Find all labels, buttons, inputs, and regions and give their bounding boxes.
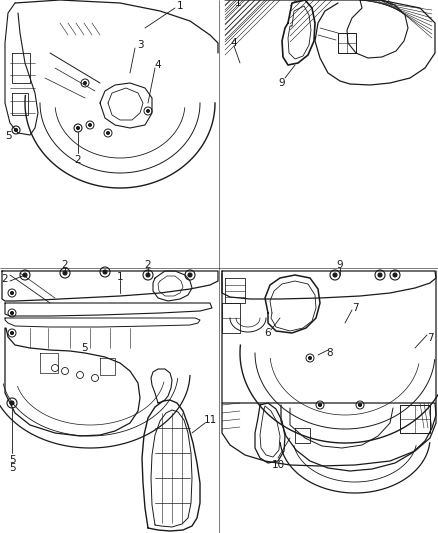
Text: 1: 1 (235, 0, 241, 8)
Text: 9: 9 (337, 260, 343, 270)
Circle shape (103, 270, 107, 274)
Text: 10: 10 (272, 460, 285, 470)
Circle shape (11, 332, 14, 335)
Text: 6: 6 (265, 328, 271, 338)
Text: 7: 7 (352, 303, 358, 313)
Text: 1: 1 (117, 272, 124, 282)
Text: 5: 5 (9, 463, 15, 473)
Circle shape (106, 132, 110, 134)
Circle shape (378, 273, 382, 277)
Circle shape (318, 403, 321, 407)
Circle shape (146, 273, 150, 277)
Text: 9: 9 (279, 78, 285, 88)
Text: 8: 8 (327, 348, 333, 358)
Circle shape (188, 273, 192, 277)
Circle shape (84, 82, 86, 85)
Circle shape (308, 357, 311, 359)
Circle shape (11, 311, 14, 314)
Circle shape (77, 126, 80, 130)
Text: 11: 11 (203, 415, 217, 425)
Text: 2: 2 (145, 260, 151, 270)
Text: 3: 3 (137, 40, 143, 50)
Text: 5: 5 (5, 131, 11, 141)
Text: 4: 4 (155, 60, 161, 70)
Circle shape (11, 292, 14, 295)
Circle shape (23, 273, 27, 277)
Text: 7: 7 (427, 333, 433, 343)
Circle shape (88, 124, 92, 126)
Text: 2: 2 (2, 274, 8, 284)
Text: 4: 4 (231, 38, 237, 48)
Text: 2: 2 (75, 155, 81, 165)
Circle shape (10, 401, 14, 405)
Text: 5: 5 (82, 343, 88, 353)
Text: 5: 5 (9, 455, 15, 465)
Text: 2: 2 (62, 260, 68, 270)
Circle shape (14, 128, 18, 132)
Circle shape (146, 109, 149, 112)
Text: 1: 1 (177, 1, 184, 11)
Circle shape (333, 273, 337, 277)
Circle shape (393, 273, 397, 277)
Circle shape (358, 403, 361, 407)
Circle shape (63, 271, 67, 275)
